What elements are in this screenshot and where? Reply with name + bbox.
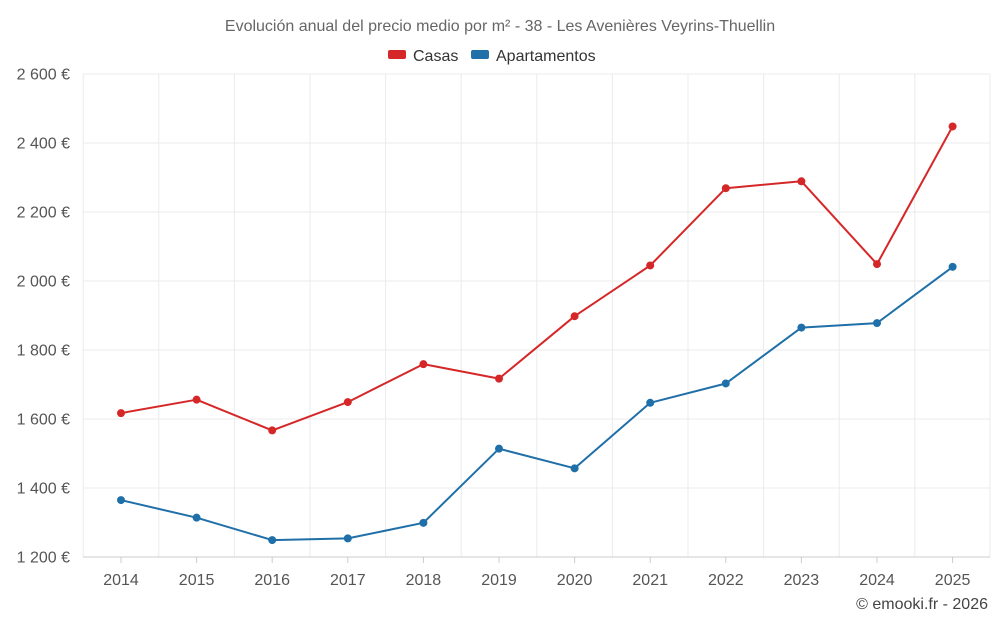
data-point-apartamentos[interactable] xyxy=(268,536,277,545)
data-point-casas[interactable] xyxy=(570,312,579,321)
data-point-apartamentos[interactable] xyxy=(495,444,503,453)
x-tick-label: 2021 xyxy=(632,572,668,589)
chart-title: Evolución anual del precio medio por m² … xyxy=(225,18,775,35)
data-point-apartamentos[interactable] xyxy=(873,319,881,328)
legend-swatch-apartamentos xyxy=(471,50,489,59)
x-tick-label: 2016 xyxy=(254,572,290,589)
x-tick-label: 2019 xyxy=(481,572,517,589)
data-point-casas[interactable] xyxy=(192,395,201,404)
legend[interactable]: Casas Apartamentos xyxy=(388,48,596,65)
data-point-apartamentos[interactable] xyxy=(948,262,957,271)
x-tick-label: 2023 xyxy=(784,572,820,589)
x-tick-label: 2024 xyxy=(859,572,895,589)
data-point-apartamentos[interactable] xyxy=(419,518,428,527)
legend-swatch-casas xyxy=(388,50,406,59)
data-point-apartamentos[interactable] xyxy=(646,398,655,407)
y-tick-label: 2 400 € xyxy=(17,136,70,153)
data-point-casas[interactable] xyxy=(268,426,277,435)
data-point-casas[interactable] xyxy=(721,184,730,193)
data-point-casas[interactable] xyxy=(948,122,957,131)
data-point-apartamentos[interactable] xyxy=(343,534,352,543)
data-point-casas[interactable] xyxy=(419,360,428,369)
data-point-apartamentos[interactable] xyxy=(192,513,201,522)
axes: 1 200 € 1 400 € 1 600 € 1 800 € 2 000 € 2 200… xyxy=(17,67,990,589)
x-tick-label: 2014 xyxy=(103,572,139,589)
series-line-casas xyxy=(120,125,954,432)
data-point-casas[interactable] xyxy=(873,260,881,269)
data-point-apartamentos[interactable] xyxy=(721,379,730,388)
data-point-casas[interactable] xyxy=(495,374,503,383)
y-tick-label: 1 800 € xyxy=(17,343,70,360)
data-point-casas[interactable] xyxy=(646,261,655,270)
y-tick-label: 1 600 € xyxy=(17,412,70,429)
y-tick-label: 2 600 € xyxy=(17,67,70,84)
x-tick-label: 2020 xyxy=(557,572,593,589)
y-tick-label: 2 200 € xyxy=(17,205,70,222)
data-point-apartamentos[interactable] xyxy=(117,496,125,505)
series-line-apartamentos xyxy=(120,266,954,542)
x-tick-label: 2025 xyxy=(935,572,971,589)
data-point-apartamentos[interactable] xyxy=(797,323,806,332)
legend-label-apartamentos[interactable]: Apartamentos xyxy=(496,48,596,65)
x-tick-label: 2022 xyxy=(708,572,744,589)
legend-label-casas[interactable]: Casas xyxy=(413,48,458,65)
data-point-casas[interactable] xyxy=(343,398,352,407)
y-tick-label: 1 200 € xyxy=(17,550,70,567)
x-tick-label: 2015 xyxy=(179,572,215,589)
data-point-casas[interactable] xyxy=(797,177,806,186)
data-point-apartamentos[interactable] xyxy=(570,464,579,473)
x-tick-label: 2018 xyxy=(406,572,442,589)
y-tick-label: 2 000 € xyxy=(17,274,70,291)
credit-text: © emooki.fr - 2026 xyxy=(856,596,988,613)
x-tick-label: 2017 xyxy=(330,572,366,589)
grid xyxy=(82,73,991,558)
data-point-casas[interactable] xyxy=(117,409,125,418)
y-tick-label: 1 400 € xyxy=(17,481,70,498)
series xyxy=(117,122,957,545)
